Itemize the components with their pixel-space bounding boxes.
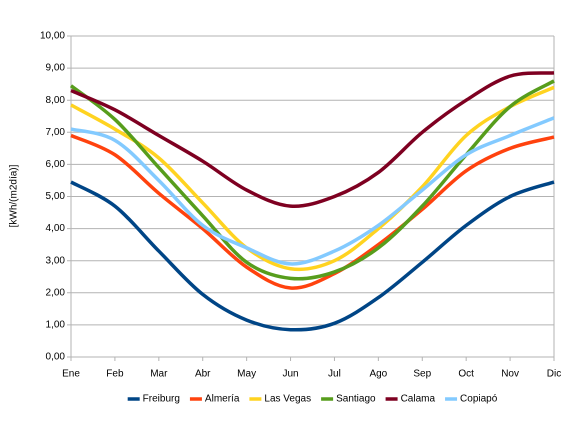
legend-label: Las Vegas	[264, 394, 311, 405]
x-tick-label: Feb	[106, 369, 124, 380]
y-tick-label: 0,00	[46, 352, 66, 363]
x-tick-label: Oct	[458, 369, 474, 380]
y-tick-label: 4,00	[46, 223, 66, 234]
legend: Freiburg Almería Las Vegas Santiago Calama Co…	[127, 394, 498, 405]
x-tick-label: Nov	[501, 369, 519, 380]
series-line	[70, 116, 555, 266]
x-tick-label: Sep	[413, 369, 431, 380]
legend-label: Calama	[401, 394, 436, 405]
x-tick-label: Ago	[369, 369, 387, 380]
x-tick-label: Abr	[195, 369, 211, 380]
legend-label: Freiburg	[143, 394, 180, 405]
y-tick-label: 8,00	[46, 95, 66, 106]
legend-label: Almería	[205, 394, 240, 405]
x-tick-label: Dic	[547, 369, 561, 380]
legend-label: Copiapó	[460, 394, 498, 405]
series-line	[70, 133, 555, 290]
x-tick-label: May	[237, 369, 256, 380]
series-line	[70, 85, 555, 272]
series-line	[70, 180, 555, 332]
series-line	[70, 71, 555, 209]
y-tick-label: 1,00	[46, 320, 66, 331]
x-tick-label: Ene	[62, 369, 80, 380]
y-axis-title: [kWh/(m2día)]	[9, 164, 20, 227]
y-tick-label: 7,00	[46, 127, 66, 138]
legend-label: Santiago	[336, 394, 376, 405]
x-tick-label: Jul	[328, 369, 341, 380]
y-tick-label: 5,00	[46, 191, 66, 202]
y-tick-label: 3,00	[46, 255, 66, 266]
series-line	[69, 79, 555, 281]
y-tick-label: 10,00	[40, 31, 65, 42]
x-tick-label: Jun	[282, 369, 298, 380]
x-tick-label: Mar	[150, 369, 168, 380]
y-tick-label: 9,00	[46, 63, 66, 74]
y-tick-label: 2,00	[46, 287, 66, 298]
y-tick-label: 6,00	[46, 159, 66, 170]
